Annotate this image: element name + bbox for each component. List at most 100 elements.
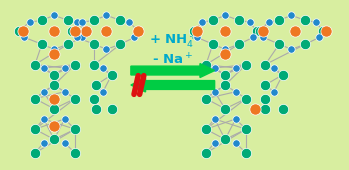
Point: [51, 73, 57, 76]
Point: [109, 107, 114, 110]
Point: [74, 36, 80, 39]
Point: [72, 128, 78, 131]
Point: [212, 90, 217, 93]
Point: [233, 118, 238, 120]
Point: [262, 63, 268, 66]
Point: [222, 138, 228, 141]
Point: [222, 53, 228, 56]
Point: [32, 128, 38, 131]
Point: [91, 43, 97, 46]
Point: [243, 152, 249, 154]
Point: [266, 21, 272, 23]
Point: [93, 84, 99, 86]
Point: [324, 29, 329, 32]
Point: [100, 67, 106, 69]
Point: [257, 29, 263, 32]
Point: [247, 21, 252, 23]
Point: [210, 19, 216, 22]
Point: [212, 141, 217, 144]
Point: [289, 14, 294, 17]
Point: [74, 21, 80, 23]
Point: [51, 107, 57, 110]
Point: [135, 29, 141, 32]
Point: [320, 29, 326, 32]
Point: [233, 141, 238, 144]
Point: [51, 124, 57, 127]
Point: [262, 97, 268, 100]
Point: [236, 19, 242, 22]
Point: [39, 19, 45, 22]
Point: [91, 97, 97, 100]
Point: [222, 48, 228, 51]
Point: [65, 43, 71, 46]
Point: [243, 128, 249, 131]
Point: [132, 36, 137, 39]
Point: [91, 19, 97, 22]
Point: [200, 21, 205, 23]
Point: [303, 43, 308, 46]
Point: [222, 107, 228, 110]
Point: [32, 63, 38, 66]
Point: [51, 97, 57, 100]
Point: [69, 29, 74, 32]
Point: [27, 21, 32, 23]
Point: [210, 43, 216, 46]
Point: [62, 67, 67, 69]
Point: [109, 73, 114, 76]
Point: [104, 48, 109, 51]
Point: [250, 36, 256, 39]
Text: - Na$^+$: - Na$^+$: [152, 52, 193, 67]
Point: [65, 19, 71, 22]
Point: [72, 97, 78, 100]
Point: [51, 48, 57, 51]
Point: [72, 63, 78, 66]
Point: [51, 14, 57, 17]
Point: [93, 107, 99, 110]
Point: [51, 84, 57, 86]
Point: [243, 63, 249, 66]
Point: [212, 118, 217, 120]
Point: [271, 67, 277, 69]
Point: [276, 19, 282, 22]
FancyArrow shape: [131, 78, 215, 92]
Point: [72, 29, 78, 32]
Point: [51, 53, 57, 56]
Point: [41, 90, 46, 93]
Point: [91, 63, 97, 66]
Point: [79, 21, 85, 23]
Point: [303, 19, 308, 22]
Point: [254, 29, 259, 32]
Point: [118, 43, 123, 46]
Point: [32, 97, 38, 100]
Point: [62, 141, 67, 144]
Point: [262, 107, 268, 110]
Point: [317, 36, 322, 39]
Point: [41, 141, 46, 144]
Point: [62, 118, 67, 120]
Point: [135, 29, 141, 32]
Point: [222, 84, 228, 86]
Point: [222, 29, 228, 32]
Point: [41, 67, 46, 69]
Point: [280, 107, 285, 110]
Point: [51, 29, 57, 32]
Point: [222, 73, 228, 76]
Point: [212, 67, 217, 69]
Point: [261, 36, 266, 39]
Point: [83, 29, 88, 32]
Point: [292, 29, 298, 32]
Point: [289, 48, 294, 51]
Point: [280, 73, 285, 76]
FancyArrow shape: [131, 64, 215, 78]
Point: [233, 90, 238, 93]
Point: [203, 128, 209, 131]
Point: [222, 14, 228, 17]
Point: [203, 97, 209, 100]
Point: [83, 29, 88, 32]
Point: [252, 107, 258, 110]
Point: [104, 14, 109, 17]
Text: + NH$_4^+$: + NH$_4^+$: [149, 31, 197, 50]
Point: [51, 138, 57, 141]
Point: [243, 97, 249, 100]
Point: [261, 29, 266, 32]
